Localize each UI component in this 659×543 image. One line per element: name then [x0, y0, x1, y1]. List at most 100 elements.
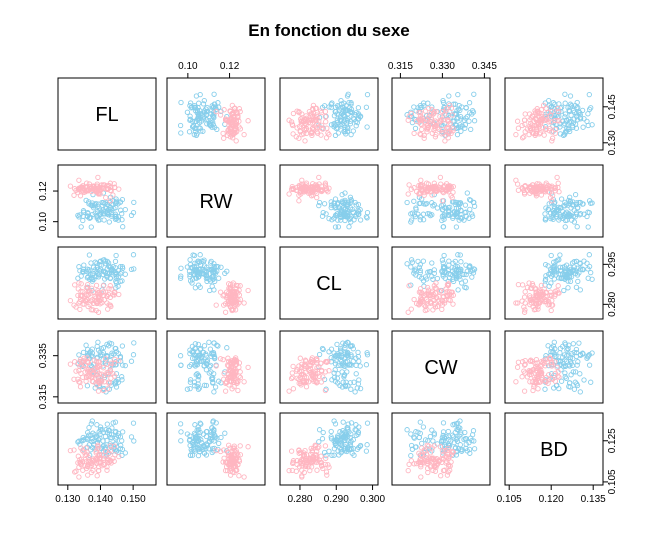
point [105, 386, 111, 392]
point [86, 252, 93, 258]
point [405, 117, 411, 123]
point [352, 389, 358, 395]
point [96, 452, 103, 458]
point [457, 418, 463, 424]
point [113, 349, 120, 355]
point [80, 349, 87, 356]
point [446, 184, 452, 190]
point [99, 463, 105, 469]
point [522, 183, 528, 190]
point [178, 99, 184, 106]
point [458, 116, 464, 122]
point [309, 372, 315, 379]
point [454, 131, 461, 138]
point [290, 110, 297, 117]
point [554, 174, 560, 181]
point [454, 211, 460, 217]
point [557, 361, 563, 367]
point [364, 91, 371, 98]
point [324, 125, 330, 131]
point [546, 372, 552, 378]
point [196, 426, 202, 433]
point [346, 224, 352, 230]
point [528, 297, 534, 303]
point [535, 186, 542, 192]
point [300, 131, 307, 137]
point [406, 182, 412, 188]
point [347, 194, 354, 200]
point [405, 467, 411, 474]
point [514, 364, 521, 370]
point [338, 450, 344, 456]
point [299, 118, 305, 124]
point [90, 186, 96, 192]
point [455, 252, 461, 258]
point [209, 117, 215, 123]
point [422, 201, 429, 207]
point [426, 292, 432, 298]
point [427, 268, 434, 275]
point [227, 458, 233, 465]
point [543, 378, 549, 384]
point [408, 186, 414, 192]
point [522, 111, 528, 117]
panel-frame [166, 412, 266, 486]
point [308, 130, 314, 136]
point [348, 219, 354, 225]
point [303, 127, 309, 133]
point [581, 377, 587, 383]
point [527, 358, 533, 364]
point [71, 192, 77, 198]
tick-label: 0.10 [38, 212, 49, 232]
point [464, 113, 470, 120]
point [543, 115, 549, 121]
point [93, 282, 100, 289]
point [82, 297, 88, 303]
point [528, 127, 534, 133]
point [446, 208, 452, 215]
point [298, 371, 305, 378]
chart-title: En fonction du sexe [248, 21, 410, 40]
point [554, 364, 560, 371]
point [535, 121, 542, 127]
point [440, 456, 446, 462]
point [191, 252, 198, 259]
point [316, 124, 322, 130]
point [341, 374, 347, 380]
point [584, 355, 590, 361]
point [212, 101, 218, 107]
point [562, 130, 568, 136]
point [105, 343, 112, 349]
point [84, 358, 91, 364]
point [567, 101, 574, 107]
point [95, 442, 101, 448]
point [201, 97, 207, 104]
panel-RW-RW: RW [166, 164, 266, 238]
point [288, 119, 295, 125]
point [85, 458, 92, 465]
point [316, 373, 322, 379]
point [187, 377, 194, 383]
point [301, 469, 307, 476]
point [177, 275, 184, 281]
point [84, 355, 90, 361]
tick-label: 0.300 [360, 494, 385, 505]
point [522, 361, 528, 367]
point [331, 113, 338, 119]
point [178, 273, 184, 279]
variable-label-FL: FL [95, 104, 118, 126]
point [210, 374, 216, 381]
point [232, 358, 238, 364]
point [199, 358, 205, 364]
point [429, 273, 435, 279]
point [303, 378, 310, 384]
point [196, 385, 203, 391]
point [543, 273, 549, 279]
point [577, 389, 583, 395]
point [466, 100, 473, 106]
point [77, 306, 83, 313]
point [562, 370, 568, 376]
panel-BD-CW [391, 412, 491, 486]
point [440, 97, 446, 104]
point [420, 217, 427, 223]
